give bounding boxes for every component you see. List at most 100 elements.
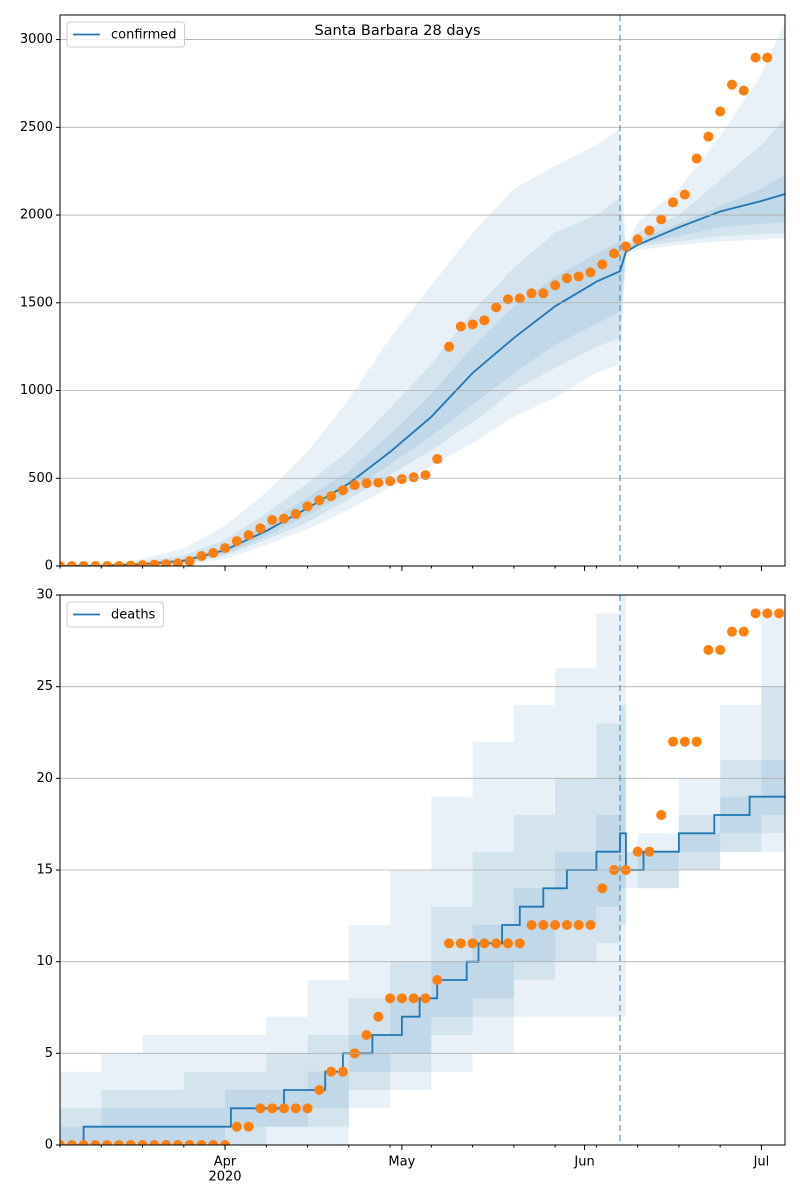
observed-point: [573, 920, 584, 930]
observed-point: [267, 1103, 278, 1114]
x-tick-label: Jun: [573, 1155, 594, 1170]
forecast-band: [60, 174, 785, 566]
observed-point: [609, 248, 620, 259]
observed-point: [102, 561, 113, 566]
y-tick-label: 1500: [20, 295, 53, 310]
observed-point: [326, 1066, 337, 1077]
observed-point: [220, 543, 231, 554]
observed-point: [679, 736, 690, 747]
observed-point: [267, 515, 278, 526]
observed-point: [585, 267, 596, 278]
observed-point: [644, 846, 655, 857]
observed-point: [597, 259, 608, 270]
observed-point: [373, 477, 384, 488]
observed-point: [302, 501, 313, 512]
observed-point: [491, 302, 502, 313]
plot-area: [60, 22, 785, 566]
observed-point: [656, 214, 667, 225]
observed-point: [444, 341, 455, 352]
y-tick-label: 500: [28, 471, 53, 486]
observed-point: [361, 1030, 372, 1040]
observed-point: [526, 288, 537, 299]
observed-point: [455, 938, 466, 949]
observed-point: [125, 1140, 136, 1145]
observed-point: [208, 548, 219, 559]
observed-point: [432, 975, 443, 985]
y-tick-label: 20: [36, 771, 53, 786]
observed-point: [467, 319, 478, 330]
y-tick-label: 5: [45, 1046, 53, 1061]
observed-point: [620, 241, 631, 252]
legend-box: [66, 21, 186, 48]
plot-area: [60, 595, 785, 1145]
observed-point: [385, 476, 396, 487]
chart-title: Santa Barbara 28 days: [314, 23, 480, 39]
x-tick-label: May: [388, 1155, 415, 1170]
observed-point: [60, 561, 65, 566]
legend-label: deaths: [111, 608, 156, 623]
observed-point: [290, 509, 301, 520]
observed-point: [184, 556, 195, 566]
legend: deaths: [66, 601, 164, 628]
observed-point: [668, 197, 679, 208]
y-tick-label: 2000: [20, 208, 53, 223]
observed-point: [161, 1140, 172, 1145]
observed-point: [60, 1140, 65, 1145]
observed-point: [738, 85, 749, 96]
observed-point: [113, 561, 124, 566]
x-tick-label: Apr: [214, 1155, 237, 1170]
observed-point: [90, 1140, 101, 1145]
observed-point: [538, 920, 549, 930]
observed-point: [149, 559, 160, 566]
axes-frame: [59, 14, 786, 567]
observed-point: [644, 225, 655, 236]
observed-point: [432, 453, 443, 464]
observed-point: [467, 938, 478, 949]
observed-point: [538, 288, 549, 299]
observed-point: [231, 1121, 242, 1132]
observed-point: [66, 561, 77, 566]
observed-point: [102, 1140, 113, 1145]
observed-point: [715, 106, 726, 117]
observed-point: [184, 1140, 195, 1145]
observed-point: [726, 79, 737, 90]
observed-point: [66, 1140, 77, 1145]
observed-point: [220, 1140, 231, 1145]
y-tick-label: 1000: [20, 383, 53, 398]
observed-point: [514, 293, 525, 304]
observed-point: [550, 280, 561, 291]
observed-point: [161, 559, 172, 566]
observed-point: [514, 938, 525, 949]
observed-point: [656, 810, 667, 820]
observed-point: [491, 938, 502, 949]
observed-point: [703, 645, 714, 655]
observed-point: [750, 608, 761, 619]
observed-point: [668, 736, 679, 747]
legend-box: [66, 601, 164, 628]
observed-point: [137, 560, 148, 566]
observed-point: [255, 523, 266, 534]
observed-point: [278, 513, 289, 524]
observed-point: [113, 1140, 124, 1145]
observed-point: [750, 52, 761, 63]
observed-point: [561, 920, 572, 930]
observed-point: [137, 1140, 148, 1145]
observed-point: [231, 536, 242, 547]
observed-point: [762, 52, 773, 63]
observed-point: [90, 561, 101, 566]
observed-point: [396, 474, 407, 485]
y-tick-label: 30: [36, 588, 53, 603]
observed-point: [290, 1103, 301, 1114]
observed-point: [172, 558, 183, 566]
legend-label: confirmed: [111, 28, 177, 43]
observed-point: [349, 480, 360, 491]
observed-point: [738, 626, 749, 637]
y-tick-label: 0: [45, 1138, 53, 1153]
observed-point: [337, 1066, 348, 1077]
observed-point: [361, 478, 372, 489]
observed-point: [278, 1103, 289, 1114]
legend: confirmed: [66, 21, 186, 48]
observed-point: [691, 736, 702, 747]
observed-point: [314, 495, 325, 506]
